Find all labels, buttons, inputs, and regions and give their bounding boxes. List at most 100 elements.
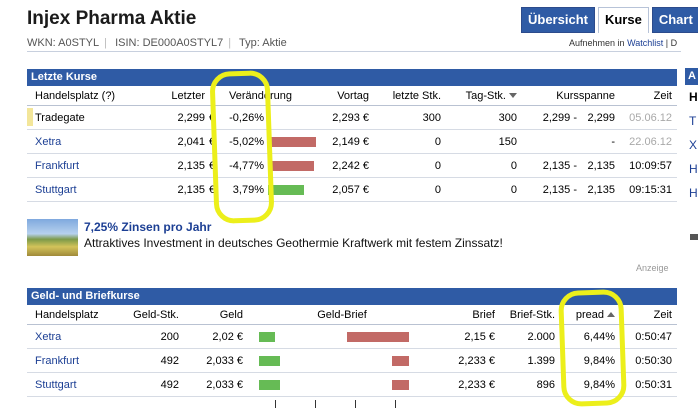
- col-letzter[interactable]: Letzter: [171, 89, 205, 102]
- ask-price: 2,15 €: [464, 330, 495, 343]
- tab-bar: Übersicht Kurse Chart N: [521, 7, 698, 33]
- tab-uebersicht[interactable]: Übersicht: [521, 7, 595, 33]
- previous-close: 2,242 €: [332, 159, 369, 172]
- place-name[interactable]: Frankfurt: [35, 354, 80, 367]
- day-quantity: 0: [510, 183, 517, 196]
- range-high: 2,135: [587, 183, 615, 196]
- header-divider: [27, 51, 681, 52]
- tab-chart[interactable]: Chart: [651, 7, 698, 33]
- col-geld-stk[interactable]: Geld-Stk.: [133, 308, 179, 321]
- range-high: -: [611, 135, 615, 148]
- type-label: Typ: Aktie: [239, 37, 287, 49]
- col-brief-stk[interactable]: Brief-Stk.: [509, 308, 555, 321]
- right-panel-item[interactable]: H: [689, 162, 698, 176]
- quote-time: 09:15:31: [629, 183, 672, 196]
- place-name[interactable]: Stuttgart: [35, 378, 77, 391]
- col-vortag[interactable]: Vortag: [337, 89, 369, 102]
- place-name[interactable]: Xetra: [35, 330, 62, 343]
- table-header-row: Handelsplatz (?) Letzter Veränderung Vor…: [27, 86, 677, 106]
- change-bar: [268, 185, 304, 195]
- bid-price: 2,02 €: [212, 330, 243, 343]
- col-veraenderung[interactable]: Veränderung: [229, 89, 292, 102]
- quote-time: 0:50:47: [635, 330, 672, 343]
- watchlist-link[interactable]: Watchlist: [627, 38, 664, 48]
- change-bar: [268, 137, 316, 147]
- change-percent: -0,26%: [229, 111, 264, 124]
- ad-headline[interactable]: 7,25% Zinsen pro Jahr: [84, 220, 212, 234]
- sort-desc-icon: [509, 93, 517, 98]
- change-bar: [268, 113, 270, 123]
- axis-tick: [275, 400, 276, 408]
- col-letzte-stk[interactable]: letzte Stk.: [392, 89, 441, 102]
- place-name[interactable]: Stuttgart: [35, 183, 77, 196]
- currency: €: [209, 183, 216, 196]
- letzte-kurse-table: Handelsplatz (?) Letzter Veränderung Vor…: [27, 86, 677, 206]
- table-row[interactable]: Xetra 200 2,02 € 2,15 € 2.000 6,44% 0:50:47: [27, 325, 677, 349]
- range-low: [527, 130, 577, 153]
- range-low: 2,135 -: [542, 183, 577, 196]
- previous-close: 2,293 €: [332, 111, 369, 124]
- tab-kurse[interactable]: Kurse: [597, 7, 649, 33]
- last-price: 2,299: [177, 111, 205, 124]
- axis-tick: [315, 400, 316, 408]
- security-identifiers: WKN: A0STYL | ISIN: DE000A0STYL7 | Typ: Ak…: [27, 37, 287, 49]
- quote-time: 0:50:31: [635, 378, 672, 391]
- ad-banner[interactable]: 7,25% Zinsen pro Jahr Attraktives Invest…: [27, 218, 677, 263]
- table-row[interactable]: Frankfurt 492 2,033 € 2,233 € 1.399 9,84% 0:50…: [27, 349, 677, 373]
- currency: €: [209, 111, 216, 124]
- change-bar: [268, 161, 314, 171]
- place-name[interactable]: Xetra: [35, 135, 62, 148]
- col-geld[interactable]: Geld: [219, 308, 243, 321]
- section-header-geld-brief: Geld- und Briefkurse: [27, 288, 677, 305]
- col-kursspanne[interactable]: Kursspanne: [556, 89, 615, 102]
- last-quantity: 300: [422, 111, 441, 124]
- previous-close: 2,057 €: [332, 183, 369, 196]
- table-row[interactable]: Frankfurt 2,135 € -4,77% 2,242 € 0 0 2,135 - 2,1…: [27, 154, 677, 178]
- col-geld-brief[interactable]: Geld-Brief: [317, 308, 367, 321]
- change-percent: -4,77%: [229, 159, 264, 172]
- table-row[interactable]: Xetra 2,041 € -5,02% 2,149 € 0 150 - 22.06.12: [27, 130, 677, 154]
- col-tag-stk[interactable]: Tag-Stk.: [447, 86, 517, 105]
- range-low: 2,135 -: [542, 159, 577, 172]
- col-brief[interactable]: Brief: [472, 308, 495, 321]
- table-row[interactable]: Stuttgart 2,135 €3,79% 2,057 € 0 0 2,135 - 2,13…: [27, 178, 677, 202]
- place-name[interactable]: Frankfurt: [35, 159, 80, 172]
- col-spread[interactable]: pread: [557, 305, 615, 324]
- day-quantity: 150: [498, 135, 517, 148]
- table-row[interactable]: Stuttgart 492 2,033 € 2,233 € 896 9,84% 0:50:3…: [27, 373, 677, 397]
- spread-value: 6,44%: [583, 330, 615, 343]
- col-handelsplatz[interactable]: Handelsplatz (?): [35, 89, 116, 102]
- change-percent: 3,79%: [232, 183, 264, 196]
- day-quantity: 300: [498, 111, 517, 124]
- col-zeit[interactable]: Zeit: [653, 308, 672, 321]
- ask-price: 2,233 €: [458, 354, 495, 367]
- range-high: 2,135: [587, 159, 615, 172]
- ad-text: Attraktives Investment in deutsches Geot…: [84, 236, 503, 250]
- ask-quantity: 896: [536, 378, 555, 391]
- col-handelsplatz[interactable]: Handelsplatz: [35, 308, 99, 321]
- bid-quantity: 492: [160, 378, 179, 391]
- right-panel-item[interactable]: X: [689, 138, 698, 152]
- axis-tick: [355, 400, 356, 408]
- ask-quantity: 2.000: [527, 330, 555, 343]
- right-panel-header: A: [685, 68, 698, 85]
- day-quantity: 0: [510, 159, 517, 172]
- sort-asc-icon: [607, 312, 615, 317]
- range-low: 2,299 -: [542, 111, 577, 124]
- bid-quantity: 492: [160, 354, 179, 367]
- right-panel-item[interactable]: T: [689, 114, 697, 128]
- ad-label: Anzeige: [636, 263, 669, 273]
- quote-time: 10:09:57: [629, 159, 672, 172]
- watchlist-line: Aufnehmen in Watchlist | D: [569, 38, 678, 48]
- right-panel-item[interactable]: H: [689, 186, 698, 200]
- scrollbar-thumb[interactable]: [690, 234, 698, 240]
- ask-price: 2,233 €: [458, 378, 495, 391]
- previous-close: 2,149 €: [332, 135, 369, 148]
- col-zeit[interactable]: Zeit: [653, 89, 672, 102]
- change-percent: -5,02%: [229, 135, 264, 148]
- right-panel-item: H: [689, 90, 698, 104]
- ad-landscape-image[interactable]: [27, 219, 78, 256]
- quote-time: 05.06.12: [629, 111, 672, 124]
- table-row[interactable]: Tradegate 2,299 € -0,26% 2,293 € 300 300 2,299 …: [27, 106, 677, 130]
